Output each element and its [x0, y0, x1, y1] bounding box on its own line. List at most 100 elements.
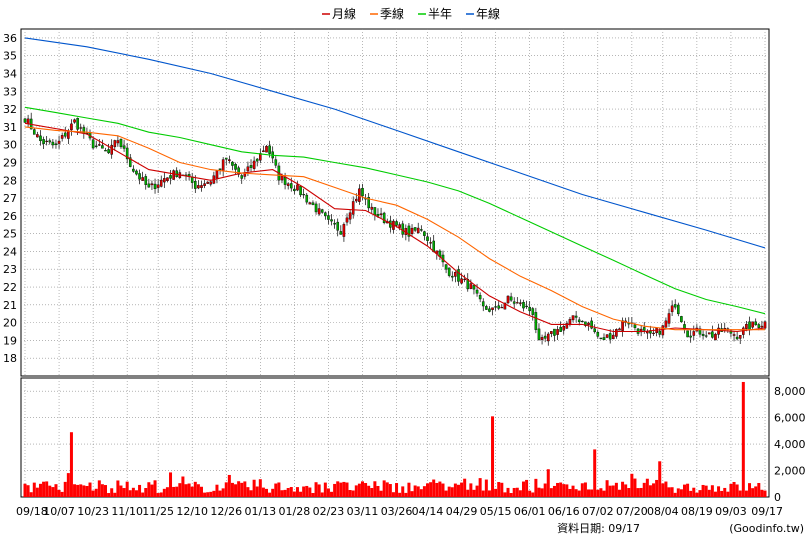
- candle-body: [605, 334, 609, 338]
- volume-tick-label: 6,000: [774, 412, 806, 425]
- volume-bar: [295, 487, 299, 497]
- candle-body: [407, 225, 411, 237]
- candle-body: [413, 227, 417, 231]
- volume-bar: [261, 487, 265, 497]
- candle-body: [571, 315, 575, 321]
- candle-body: [763, 321, 767, 329]
- volume-bar: [134, 490, 138, 497]
- volume-bar: [624, 484, 628, 497]
- volume-bar: [605, 480, 609, 497]
- volume-bar: [88, 482, 92, 497]
- moving-averages: [24, 37, 766, 333]
- candle-body: [540, 337, 544, 340]
- x-tick-label: 08/04: [647, 505, 679, 518]
- volume-bar: [596, 489, 600, 497]
- volume-bar: [203, 492, 207, 497]
- x-tick-label: 04/14: [412, 505, 444, 518]
- volume-bars: [23, 381, 767, 497]
- candle-body: [543, 335, 547, 339]
- volume-bar: [422, 486, 426, 497]
- volume-bar: [404, 492, 408, 497]
- volume-bar: [537, 487, 541, 497]
- candle-body: [141, 177, 144, 181]
- price-tick-label: 20: [3, 317, 17, 330]
- candle-body: [667, 313, 671, 324]
- volume-bar: [639, 487, 643, 497]
- volume-bar: [302, 486, 306, 497]
- candle-body: [395, 221, 398, 226]
- volume-bar: [590, 489, 594, 497]
- price-grid: [21, 29, 769, 376]
- price-tick-label: 34: [3, 67, 17, 80]
- volume-bar: [602, 490, 606, 497]
- candle-body: [169, 175, 172, 179]
- volume-bar: [426, 483, 430, 497]
- volume-bar: [230, 482, 234, 497]
- candle-body: [144, 176, 148, 185]
- x-tick-label: 08/19: [681, 505, 713, 518]
- volume-bar: [196, 484, 200, 497]
- volume-bar: [172, 486, 176, 497]
- candle-body: [122, 145, 126, 149]
- candle-body: [348, 212, 352, 220]
- volume-bar: [376, 485, 380, 497]
- candle-body: [231, 161, 234, 166]
- volume-bar: [107, 493, 111, 497]
- volume-bar: [234, 484, 238, 497]
- volume-bar: [292, 491, 296, 497]
- candle-body: [299, 186, 302, 196]
- volume-bar: [178, 483, 182, 497]
- volume-bar: [568, 488, 572, 497]
- volume-bar: [682, 484, 686, 497]
- volume-bar: [243, 481, 247, 497]
- volume-bar: [63, 481, 67, 497]
- candle-body: [91, 139, 95, 149]
- candle-body: [308, 202, 312, 205]
- volume-bar: [113, 492, 117, 497]
- volume-bar: [698, 490, 702, 497]
- candle-body: [138, 173, 141, 180]
- x-tick-label: 02/23: [313, 505, 345, 518]
- candle-body: [519, 302, 522, 304]
- x-tick-label: 09/18: [16, 505, 48, 518]
- volume-bar: [150, 484, 154, 497]
- volume-bar: [552, 485, 556, 497]
- candle-body: [500, 306, 504, 309]
- volume-bar: [717, 486, 721, 497]
- candle-body: [60, 135, 64, 139]
- candle-body: [481, 301, 485, 307]
- candle-body: [447, 267, 451, 276]
- candle-body: [670, 305, 674, 313]
- candle-body: [193, 180, 197, 189]
- candle-body: [166, 177, 169, 181]
- x-tick-label: 01/28: [279, 505, 311, 518]
- candle-body: [478, 295, 482, 300]
- volume-bar: [463, 478, 467, 497]
- candle-body: [689, 335, 692, 338]
- candle-body: [596, 331, 600, 337]
- volume-bar: [720, 490, 724, 497]
- volume-bar: [565, 484, 569, 497]
- candle-body: [522, 302, 525, 309]
- volume-bar: [255, 486, 259, 497]
- volume-bar: [218, 490, 222, 497]
- ma-line-月線: [24, 122, 766, 333]
- candle-body: [296, 184, 299, 191]
- candle-body: [711, 331, 714, 338]
- volume-bar: [42, 481, 46, 497]
- volume-bar: [395, 483, 399, 497]
- volume-bar: [268, 492, 272, 497]
- candle-body: [107, 149, 110, 154]
- volume-bar: [481, 490, 485, 497]
- candle-body: [593, 328, 597, 333]
- candle-body: [556, 329, 559, 335]
- candle-body: [497, 305, 501, 309]
- volume-bar: [54, 484, 58, 497]
- candle-body: [240, 175, 244, 179]
- volume-bar: [559, 482, 563, 497]
- candle-body: [289, 183, 293, 189]
- ma-line-季線: [24, 126, 765, 331]
- candle-body: [373, 207, 377, 216]
- volume-bar: [66, 473, 70, 497]
- volume-bar: [494, 488, 498, 497]
